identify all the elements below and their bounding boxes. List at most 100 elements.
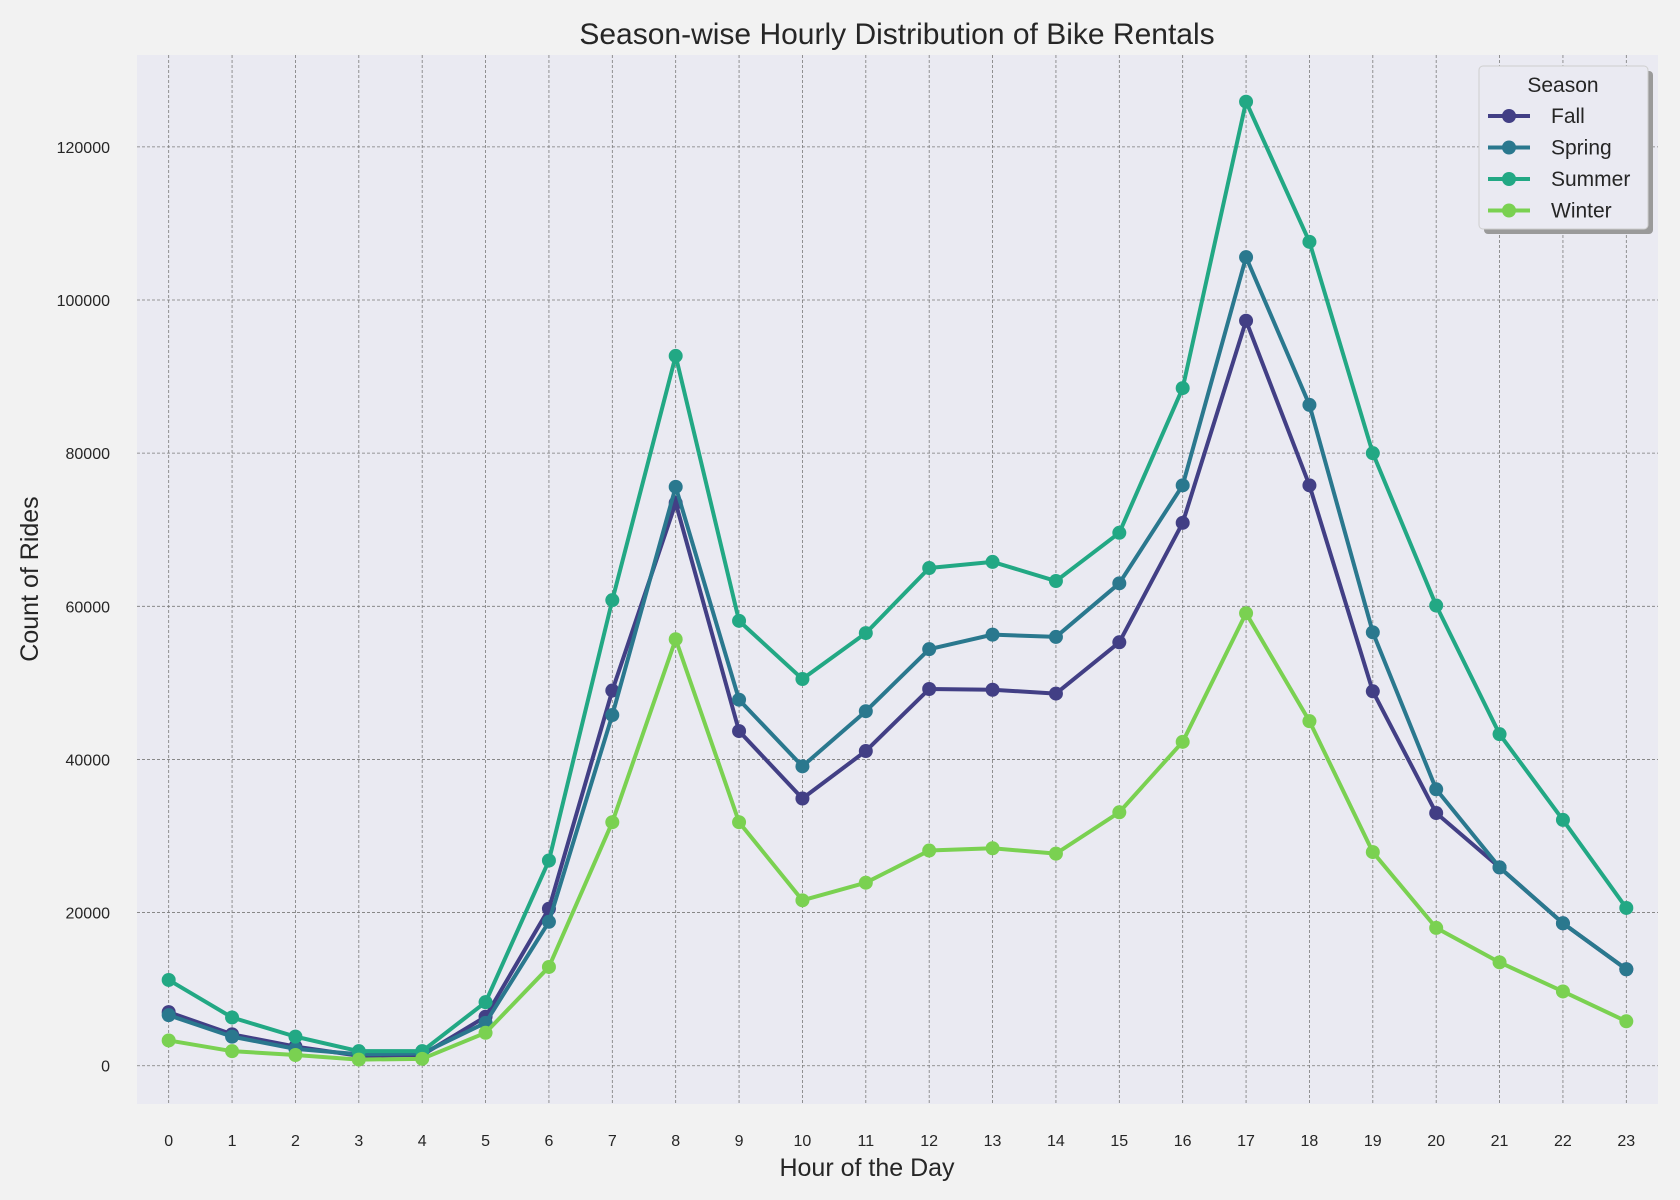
data-point bbox=[541, 914, 556, 929]
data-point bbox=[1619, 1014, 1634, 1029]
data-point bbox=[161, 1008, 176, 1023]
data-point bbox=[795, 791, 810, 806]
series-line-summer bbox=[166, 99, 1629, 1054]
data-point bbox=[1365, 625, 1380, 640]
x-tick-label: 14 bbox=[1047, 1133, 1065, 1150]
legend-item-spring: Spring bbox=[1488, 137, 1612, 160]
data-point bbox=[732, 724, 747, 739]
data-point bbox=[922, 843, 937, 858]
data-point bbox=[1048, 629, 1063, 644]
data-point bbox=[1302, 478, 1317, 493]
data-point bbox=[605, 593, 620, 608]
y-tick-label: 20000 bbox=[66, 906, 111, 923]
data-point bbox=[858, 626, 873, 641]
legend-marker bbox=[1502, 203, 1516, 218]
legend-label: Fall bbox=[1551, 105, 1585, 128]
data-point bbox=[1619, 900, 1634, 915]
x-axis-ticks: 0 1 2 3 4 5 6 7 8 9 10 11 12 13 14 15 16 17 18 19 20 21 22 23 bbox=[164, 1133, 1635, 1150]
data-point bbox=[1048, 846, 1063, 861]
data-point bbox=[1555, 916, 1570, 931]
data-point bbox=[1048, 686, 1063, 701]
legend-item-fall: Fall bbox=[1488, 105, 1585, 128]
data-point bbox=[1555, 812, 1570, 827]
x-tick-label: 1 bbox=[228, 1133, 237, 1150]
legend-box bbox=[1478, 65, 1649, 230]
data-point bbox=[541, 853, 556, 868]
series-lines bbox=[161, 94, 1634, 1067]
data-point bbox=[605, 815, 620, 830]
data-point bbox=[1429, 920, 1444, 935]
data-point bbox=[922, 681, 937, 696]
data-point bbox=[668, 632, 683, 647]
x-tick-label: 16 bbox=[1174, 1133, 1192, 1150]
data-point bbox=[1492, 727, 1507, 742]
data-point bbox=[1175, 515, 1190, 530]
x-tick-label: 11 bbox=[858, 1133, 875, 1150]
data-point bbox=[668, 348, 683, 363]
x-tick-label: 0 bbox=[164, 1133, 173, 1150]
y-tick-label: 120000 bbox=[57, 140, 110, 157]
data-point bbox=[1175, 381, 1190, 396]
data-point bbox=[351, 1052, 366, 1067]
data-point bbox=[1365, 684, 1380, 699]
data-point bbox=[1302, 714, 1317, 729]
legend-title: Season bbox=[1527, 74, 1598, 97]
data-point bbox=[1175, 478, 1190, 493]
data-point bbox=[225, 1029, 240, 1044]
y-axis-ticks: 0 20000 40000 60000 80000 100000 120000 bbox=[57, 140, 110, 1076]
data-point bbox=[1429, 782, 1444, 797]
data-point bbox=[1492, 860, 1507, 875]
data-point bbox=[1112, 805, 1127, 820]
x-tick-label: 22 bbox=[1554, 1133, 1572, 1150]
x-tick-label: 13 bbox=[984, 1133, 1002, 1150]
y-tick-label: 40000 bbox=[66, 752, 111, 769]
data-point bbox=[225, 1044, 240, 1059]
data-point bbox=[922, 642, 937, 657]
data-point bbox=[795, 759, 810, 774]
chart-title: Season-wise Hourly Distribution of Bike … bbox=[579, 18, 1214, 51]
x-tick-label: 5 bbox=[481, 1133, 490, 1150]
data-point bbox=[541, 959, 556, 974]
x-tick-label: 4 bbox=[418, 1133, 427, 1150]
data-point bbox=[1429, 806, 1444, 821]
data-point bbox=[478, 995, 493, 1010]
data-point bbox=[478, 1025, 493, 1040]
data-point bbox=[1302, 234, 1317, 249]
series-spring bbox=[161, 250, 1634, 1062]
data-point bbox=[858, 744, 873, 759]
data-point bbox=[1048, 574, 1063, 589]
data-point bbox=[288, 1029, 303, 1044]
data-point bbox=[1239, 606, 1254, 621]
x-tick-label: 6 bbox=[544, 1133, 553, 1150]
data-point bbox=[1619, 962, 1634, 977]
legend-marker bbox=[1502, 140, 1516, 155]
data-point bbox=[605, 708, 620, 723]
data-point bbox=[858, 704, 873, 719]
legend-marker bbox=[1502, 109, 1516, 123]
legend-item-winter: Winter bbox=[1488, 200, 1612, 223]
data-point bbox=[985, 682, 1000, 697]
x-tick-label: 8 bbox=[671, 1133, 680, 1150]
data-point bbox=[1175, 734, 1190, 749]
x-tick-label: 17 bbox=[1237, 1133, 1255, 1150]
grid bbox=[137, 55, 1658, 1104]
x-axis-label: Hour of the Day bbox=[779, 1154, 955, 1182]
data-point bbox=[288, 1047, 303, 1062]
series-summer bbox=[161, 94, 1634, 1059]
data-point bbox=[922, 561, 937, 576]
x-tick-label: 3 bbox=[354, 1133, 363, 1150]
data-point bbox=[1429, 598, 1444, 613]
series-line-spring bbox=[166, 255, 1629, 1057]
x-tick-label: 23 bbox=[1617, 1133, 1635, 1150]
legend: Season Fall Spring Summer Winter bbox=[1478, 65, 1653, 234]
x-tick-label: 15 bbox=[1110, 1133, 1128, 1150]
y-tick-label: 60000 bbox=[66, 599, 111, 616]
data-point bbox=[1112, 635, 1127, 650]
data-point bbox=[985, 627, 1000, 642]
data-point bbox=[858, 875, 873, 890]
x-tick-label: 21 bbox=[1491, 1133, 1509, 1150]
legend-label: Spring bbox=[1551, 137, 1612, 160]
x-tick-label: 7 bbox=[608, 1133, 617, 1150]
data-point bbox=[161, 972, 176, 987]
